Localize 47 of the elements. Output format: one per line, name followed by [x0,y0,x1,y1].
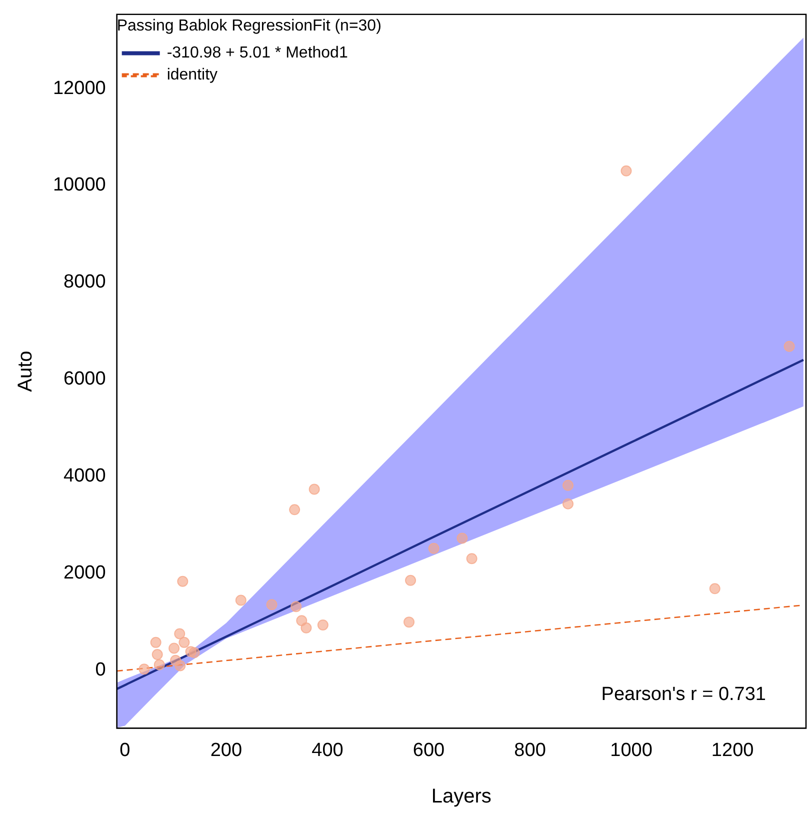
point [562,498,574,510]
x-axis-title: Layers [431,786,492,808]
point [266,599,278,610]
point [620,165,632,176]
point [150,636,162,648]
point [174,628,186,640]
y-tick-label: 12000 [52,78,106,99]
point [428,542,440,554]
y-tick-label: 4000 [64,465,106,486]
x-tick-label: 0 [120,740,130,761]
point [456,532,468,544]
point [300,622,312,634]
point [308,484,320,495]
point [709,583,720,594]
x-tick-label: 1000 [610,740,652,761]
point [168,642,180,654]
y-tick-label: 6000 [64,368,106,390]
x-tick-label: 1200 [711,740,754,761]
point [404,616,415,628]
point [235,594,246,606]
point [152,649,163,660]
y-axis-title: Auto [14,350,37,392]
y-tick-label: 2000 [64,562,106,584]
legend-label: -310.98 + 5.01 * Method1 [166,44,348,62]
legend-title: Passing Bablok RegressionFit (n=30) [116,17,382,34]
point [466,553,478,564]
annotation: Pearson's r = 0.731 [601,684,766,705]
y-tick-label: 0 [95,659,106,680]
x-tick-label: 200 [210,740,242,761]
point [185,646,196,658]
y-tick-label: 8000 [64,272,106,293]
legend-label: identity [166,66,218,84]
x-tick-label: 400 [312,740,344,761]
point [562,480,574,491]
point [170,654,182,666]
point [317,619,328,630]
point [154,659,165,670]
point [784,340,795,352]
point [138,664,150,675]
x-tick-label: 800 [514,740,546,761]
point [178,636,190,648]
y-tick-label: 10000 [52,174,106,196]
point [177,576,188,587]
point [405,574,416,586]
point [289,504,300,516]
x-tick-label: 600 [412,740,445,761]
point [290,601,302,612]
